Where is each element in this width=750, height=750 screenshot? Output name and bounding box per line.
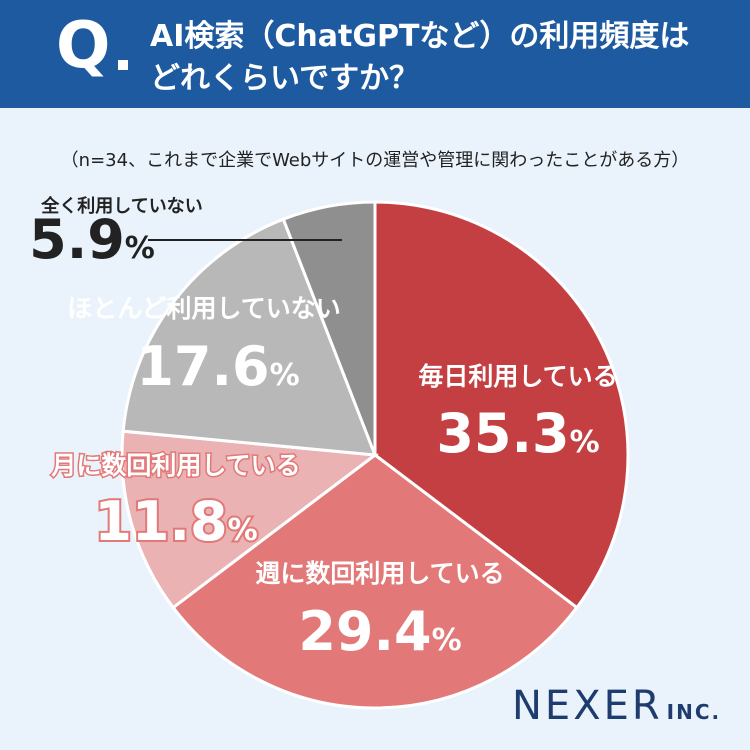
question-line-2: どれくらいですか？ bbox=[150, 61, 420, 96]
brand-name: NEXER bbox=[512, 683, 663, 729]
brand-suffix: INC. bbox=[666, 700, 722, 724]
value-label-rarely: 17.6% bbox=[136, 335, 299, 398]
value-label-daily: 35.3% bbox=[436, 402, 599, 465]
category-label-weekly: 週に数回利用している bbox=[255, 559, 504, 588]
q-mark-dot bbox=[118, 60, 128, 70]
value-label-monthly: 11.8% bbox=[94, 490, 257, 553]
category-label-rarely: ほとんど利用していない bbox=[67, 294, 341, 323]
pie-slices bbox=[120, 200, 630, 710]
pie-slice-monthly bbox=[120, 429, 379, 610]
pie-slice-daily bbox=[373, 200, 630, 610]
pie-slice-never bbox=[281, 200, 377, 456]
value-label-weekly: 29.4% bbox=[298, 600, 461, 663]
pie-labels: 毎日利用している 35.3% 週に数回利用している 29.4% 月に数回利用している 11… bbox=[29, 195, 618, 663]
question-text: AI検索（ChatGPTなど）の利用頻度は どれくらいですか？ bbox=[150, 16, 730, 100]
category-label-daily: 毎日利用している bbox=[418, 362, 617, 391]
category-label-monthly: 月に数回利用している bbox=[50, 451, 300, 480]
pie-slice-weekly bbox=[171, 453, 579, 710]
brand-logo: NEXER INC. bbox=[512, 683, 721, 729]
question-line-1: AI検索（ChatGPTなど）の利用頻度は bbox=[150, 19, 690, 54]
pie-slice-rarely bbox=[121, 217, 378, 457]
question-header: Q AI検索（ChatGPTなど）の利用頻度は どれくらいですか？ bbox=[0, 0, 750, 108]
category-label-never: 全く利用していない bbox=[40, 195, 202, 217]
value-label-never: 5.9% bbox=[29, 208, 155, 271]
q-mark: Q bbox=[56, 9, 111, 83]
sample-note: （n=34、これまで企業でWebサイトの運営や管理に関わったことがある方） bbox=[60, 150, 690, 171]
